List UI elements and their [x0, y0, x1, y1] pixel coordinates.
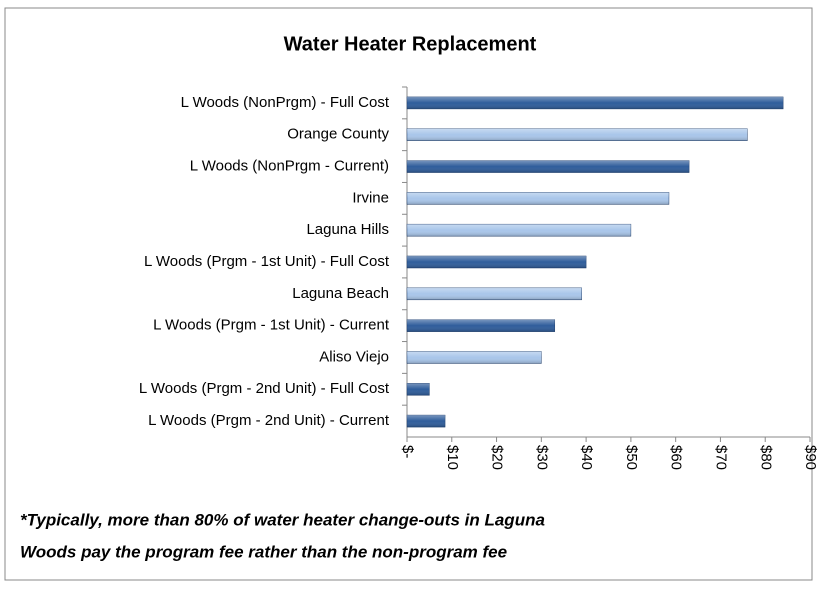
footnote: Woods pay the program fee rather than th…	[20, 542, 507, 561]
y-tick-label: L Woods (Prgm - 2nd Unit) - Full Cost	[139, 380, 390, 397]
bar-shine	[407, 128, 748, 141]
bar-shine	[407, 256, 587, 268]
bar-shine	[407, 415, 446, 428]
bar-shine	[407, 287, 582, 300]
chart-title: Water Heater Replacement	[284, 33, 537, 55]
x-tick-label: $40	[578, 445, 595, 470]
y-tick-label: Irvine	[352, 189, 389, 206]
bar-shine	[407, 192, 669, 205]
y-tick-label: Orange County	[287, 126, 389, 143]
y-tick-label: L Woods (NonPrgm - Current)	[190, 158, 389, 175]
bar-shine	[407, 224, 631, 237]
x-tick-label: $50	[623, 445, 640, 470]
x-tick-label: $20	[489, 445, 506, 470]
bar-shine	[407, 383, 430, 396]
x-tick-label: $70	[712, 445, 729, 470]
bar-shine	[407, 351, 542, 364]
bar-shine	[407, 160, 690, 173]
footnote: *Typically, more than 80% of water heate…	[20, 510, 545, 529]
bar-shine	[407, 319, 555, 332]
x-tick-label: $10	[444, 445, 461, 470]
bar-shine	[407, 96, 784, 109]
x-tick-label: $60	[668, 445, 685, 470]
y-tick-label: Laguna Beach	[292, 285, 389, 302]
y-tick-label: Aliso Viejo	[319, 348, 389, 365]
y-tick-label: L Woods (Prgm - 1st Unit) - Current	[153, 317, 390, 334]
x-tick-label: $-	[399, 445, 416, 458]
y-tick-label: L Woods (NonPrgm) - Full Cost	[181, 94, 390, 111]
x-tick-label: $90	[802, 445, 817, 470]
y-tick-label: Laguna Hills	[306, 221, 389, 238]
y-tick-label: L Woods (Prgm - 2nd Unit) - Current	[148, 412, 390, 429]
y-tick-label: L Woods (Prgm - 1st Unit) - Full Cost	[144, 253, 390, 270]
x-tick-label: $80	[757, 445, 774, 470]
x-tick-label: $30	[533, 445, 550, 470]
